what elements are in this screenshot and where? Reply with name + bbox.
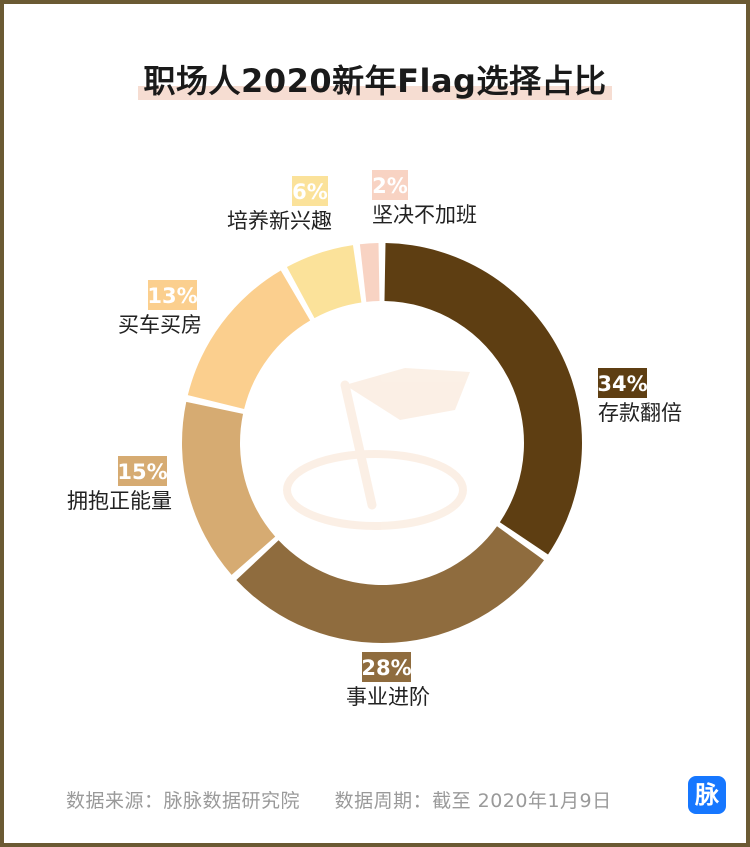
percent-label: 34%	[597, 372, 647, 396]
footer: 数据来源：脉脉数据研究院 数据周期：截至 2020年1月9日	[66, 786, 640, 813]
percent-badge	[598, 368, 647, 398]
percent-label: 28%	[361, 656, 411, 680]
chart-title: 职场人2020新年Flag选择占比	[137, 56, 613, 102]
footer-period: 数据周期：截至 2020年1月9日	[334, 790, 612, 812]
category-label: 存款翻倍	[598, 401, 682, 425]
category-label: 培养新兴趣	[227, 209, 332, 233]
percent-badge	[372, 170, 408, 200]
donut-slice	[187, 270, 311, 409]
donut-slice	[286, 245, 362, 319]
percent-label: 2%	[372, 174, 408, 198]
donut-slice	[384, 243, 582, 555]
category-label: 拥抱正能量	[67, 489, 172, 513]
maimai-logo: 脉	[688, 776, 726, 814]
percent-badge	[292, 176, 328, 206]
percent-badge	[148, 280, 197, 310]
donut-slice	[181, 401, 276, 575]
poster: 职场人2020新年Flag选择占比	[4, 4, 746, 843]
percent-badge	[362, 652, 411, 682]
footer-source: 数据来源：脉脉数据研究院	[66, 790, 301, 812]
category-label: 事业进阶	[346, 685, 430, 709]
donut-slice	[359, 243, 380, 302]
percent-label: 15%	[117, 460, 167, 484]
donut-slice	[236, 526, 545, 643]
category-label: 坚决不加班	[372, 203, 477, 227]
percent-badge	[118, 456, 167, 486]
percent-label: 13%	[147, 284, 197, 308]
flag-watermark-icon	[283, 368, 470, 530]
percent-label: 6%	[292, 180, 328, 204]
category-label: 买车买房	[118, 313, 202, 337]
